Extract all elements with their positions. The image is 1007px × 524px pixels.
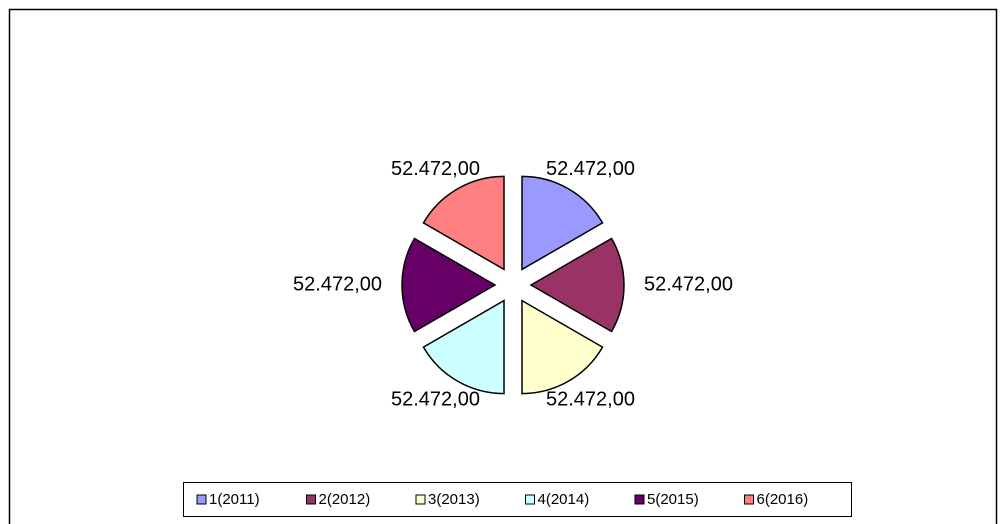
legend-label: 3(2013) (428, 491, 480, 508)
pie-slice (521, 299, 604, 395)
legend-label: 2(2012) (319, 491, 371, 508)
legend-label: 6(2016) (757, 491, 809, 508)
legend-box (183, 482, 852, 517)
legend-swatch (306, 494, 316, 505)
value-label: 52.472,00 (293, 273, 382, 295)
pie-slice (422, 175, 505, 271)
pie-slice (521, 175, 604, 271)
legend-swatch (415, 494, 426, 505)
pie-slice (401, 237, 497, 333)
legend-swatch (744, 494, 754, 505)
legend-swatch (634, 494, 645, 505)
legend-label: 1(2011) (209, 491, 260, 508)
pie-slice (422, 299, 505, 395)
value-label: 52.472,00 (391, 388, 480, 410)
pie-slice (529, 237, 625, 333)
value-label: 52.472,00 (546, 388, 635, 410)
value-label: 52.472,00 (546, 158, 635, 180)
value-label: 52.472,00 (391, 158, 480, 180)
legend-swatch (525, 494, 535, 505)
legend-label: 4(2014) (538, 491, 590, 508)
value-label: 52.472,00 (644, 273, 733, 295)
legend-swatch (196, 494, 207, 505)
legend-label: 5(2015) (647, 491, 699, 508)
